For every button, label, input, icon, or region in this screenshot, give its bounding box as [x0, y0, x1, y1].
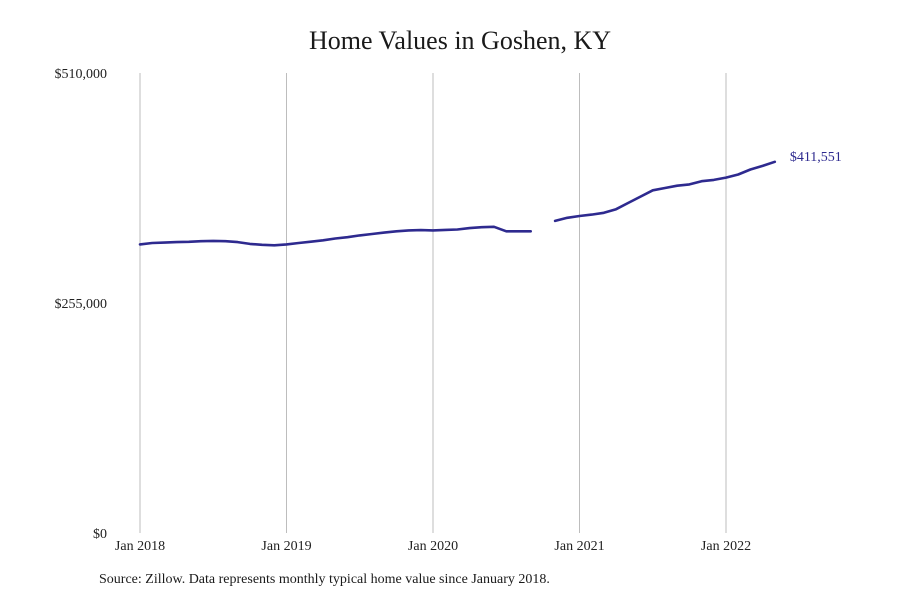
annotation-layer: $411,551 — [790, 150, 842, 165]
series-line-segment-0 — [138, 225, 532, 247]
x-tick-label: Jan 2019 — [261, 539, 311, 554]
x-tick-label: Jan 2020 — [408, 539, 458, 554]
chart-title: Home Values in Goshen, KY — [308, 26, 612, 55]
series-line-segment-1 — [553, 160, 777, 223]
end-value-label: $411,551 — [790, 150, 842, 165]
x-tick-label: Jan 2018 — [115, 539, 165, 554]
series-layer — [138, 160, 777, 247]
y-tick-label: $255,000 — [55, 297, 108, 312]
source-note: Source: Zillow. Data represents monthly … — [99, 572, 550, 587]
y-tick-label: $0 — [93, 527, 107, 542]
x-tick-label: Jan 2022 — [701, 539, 751, 554]
x-axis-ticks: Jan 2018 Jan 2019 Jan 2020 Jan 2021 Jan 2022 — [115, 539, 751, 554]
y-tick-label: $510,000 — [55, 67, 108, 82]
x-tick-label: Jan 2021 — [554, 539, 604, 554]
y-axis-ticks: $0 $255,000 $510,000 — [55, 67, 108, 542]
gridlines — [139, 73, 727, 533]
